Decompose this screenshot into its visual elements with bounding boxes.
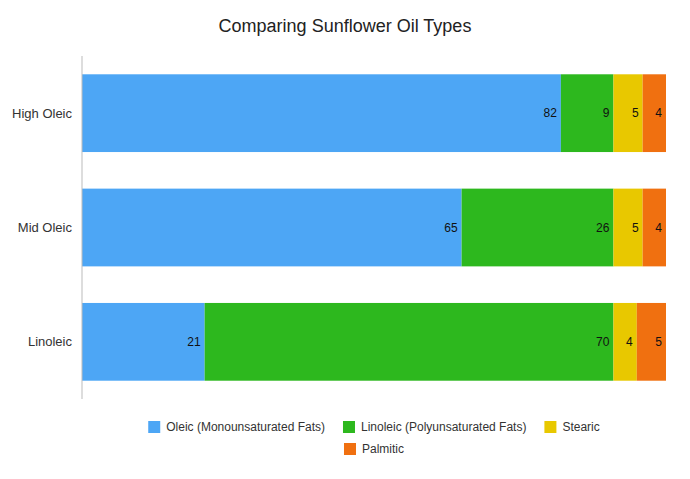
legend-item: Palmitic xyxy=(344,442,404,456)
y-axis-line xyxy=(82,56,83,399)
bar-segment xyxy=(82,303,205,381)
chart-title: Comparing Sunflower Oil Types xyxy=(219,16,472,36)
data-label: 65 xyxy=(444,221,458,235)
data-label: 5 xyxy=(632,221,639,235)
legend-label: Linoleic (Polyunsaturated Fats) xyxy=(361,420,526,434)
data-label: 9 xyxy=(603,106,610,120)
chart-container: Comparing Sunflower Oil Types 82 65 21 9 26 70… xyxy=(0,0,690,479)
data-label: 4 xyxy=(655,106,662,120)
bar-segment xyxy=(613,74,642,152)
legend-item: Oleic (Monounsaturated Fats) xyxy=(148,420,325,434)
category-label: Mid Oleic xyxy=(18,220,73,235)
legend-label: Stearic xyxy=(562,420,599,434)
bar-segment xyxy=(613,303,636,381)
data-label: 26 xyxy=(596,221,610,235)
bar-segment xyxy=(561,74,614,152)
legend: Oleic (Monounsaturated Fats) Linoleic (Po… xyxy=(148,420,600,456)
data-label: 70 xyxy=(596,335,610,349)
legend-swatch xyxy=(544,421,556,433)
bars xyxy=(82,74,666,380)
bar-segment xyxy=(82,189,462,267)
bar-segment xyxy=(462,189,614,267)
category-label: High Oleic xyxy=(12,106,72,121)
legend-swatch xyxy=(344,443,356,455)
legend-item: Linoleic (Polyunsaturated Fats) xyxy=(343,420,526,434)
chart-svg: Comparing Sunflower Oil Types 82 65 21 9 26 70… xyxy=(0,0,690,479)
data-label: 5 xyxy=(655,335,662,349)
data-label: 5 xyxy=(632,106,639,120)
legend-label: Oleic (Monounsaturated Fats) xyxy=(166,420,325,434)
legend-swatch xyxy=(148,421,160,433)
legend-label: Palmitic xyxy=(362,442,404,456)
bar-segment xyxy=(643,189,666,267)
bar-segment xyxy=(643,74,666,152)
legend-item: Stearic xyxy=(544,420,599,434)
bar-segment xyxy=(613,189,642,267)
data-labels: 82 65 21 9 26 70 5 5 4 4 4 5 xyxy=(187,106,662,349)
category-label: Linoleic xyxy=(28,334,73,349)
bar-segment xyxy=(82,74,561,152)
data-label: 82 xyxy=(544,106,558,120)
data-label: 4 xyxy=(655,221,662,235)
data-label: 21 xyxy=(187,335,201,349)
bar-segment xyxy=(205,303,614,381)
bar-segment xyxy=(637,303,666,381)
legend-swatch xyxy=(343,421,355,433)
data-label: 4 xyxy=(626,335,633,349)
